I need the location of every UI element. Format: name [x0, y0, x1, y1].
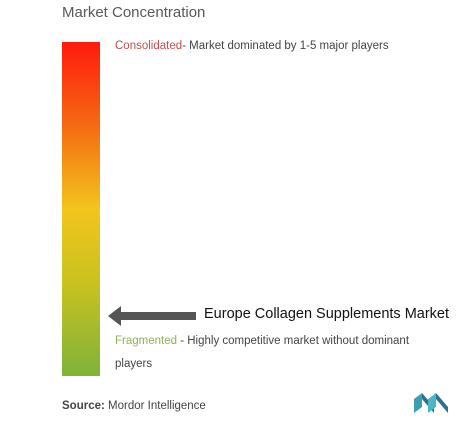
- consolidated-note: Consolidated- Market dominated by 1-5 ma…: [115, 40, 389, 52]
- fragmented-label: Fragmented: [115, 335, 178, 347]
- arrow-shape: [108, 306, 196, 326]
- concentration-gradient-bar: [62, 42, 100, 376]
- logo-part: [428, 393, 436, 413]
- logo-part: [436, 393, 448, 413]
- market-label: Europe Collagen Supplements Market: [204, 306, 450, 322]
- position-arrow: [108, 306, 196, 326]
- consolidated-label: Consolidated: [115, 40, 183, 52]
- consolidated-text: - Market dominated by 1-5 major players: [182, 40, 389, 52]
- fragmented-text: - Highly competitive market without domi…: [115, 335, 410, 370]
- source-label: Source:: [62, 400, 105, 412]
- logo: [414, 393, 448, 413]
- fragmented-note: Fragmented - Highly competitive market w…: [115, 330, 445, 376]
- source: Source: Mordor Intelligence: [62, 400, 206, 412]
- source-text: Mordor Intelligence: [108, 400, 206, 412]
- title: Market Concentration: [62, 4, 206, 21]
- logo-part: [414, 393, 422, 413]
